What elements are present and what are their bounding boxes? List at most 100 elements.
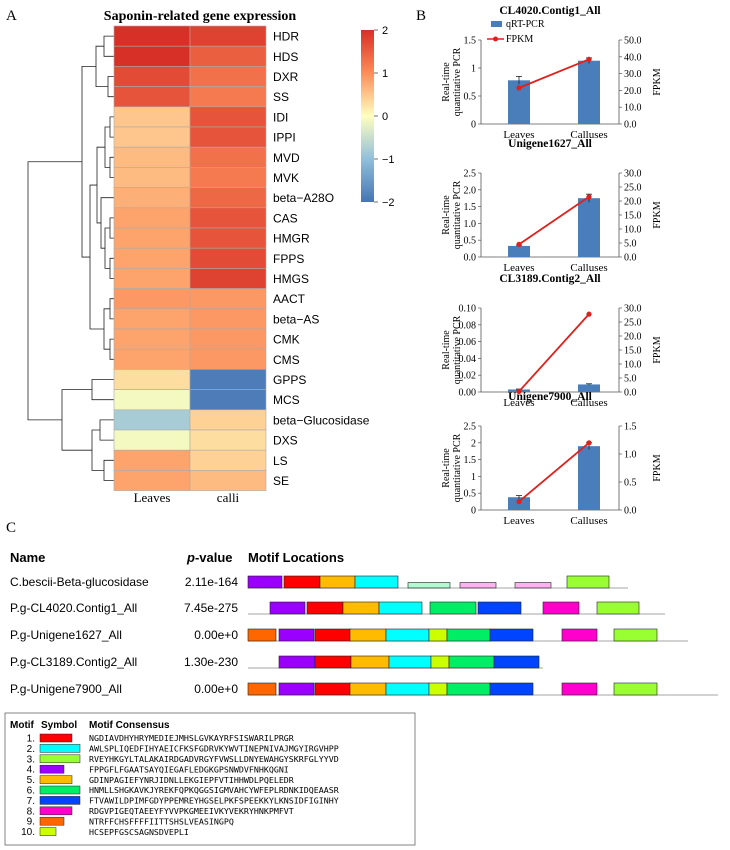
- heatmap-cell: [113, 126, 191, 148]
- motif-block: [278, 682, 315, 696]
- heatmap-cell: [189, 369, 267, 390]
- motif-block: [489, 682, 534, 696]
- dendrogram-link: [95, 45, 108, 87]
- x-category-label: Leaves: [503, 262, 534, 274]
- heatmap-cell: [189, 167, 267, 188]
- motif-block: [278, 628, 315, 642]
- motif-number: 1.: [27, 734, 35, 745]
- gene-label: MVK: [273, 171, 299, 185]
- fpkm-line: [518, 442, 590, 503]
- x-category-label: Leaves: [503, 129, 534, 141]
- gene-label: AACT: [273, 292, 306, 306]
- motif-number: 6.: [27, 786, 35, 797]
- heatmap-cell: [189, 288, 267, 310]
- motif-block: [385, 682, 430, 696]
- chart-title: Unigene1627_All: [508, 138, 592, 150]
- heatmap-cell: [113, 25, 191, 47]
- left-tick-label: 0.5: [464, 236, 477, 247]
- motif-block: [428, 682, 448, 696]
- qpcr-bar: [508, 245, 530, 257]
- sequence-pvalue: 1.30e-230: [184, 655, 238, 669]
- left-tick-label: 1.0: [464, 219, 477, 230]
- motif-block: [314, 655, 352, 669]
- left-tick-label: 0.02: [459, 371, 477, 382]
- motif-block: [385, 628, 430, 642]
- heatmap-cell: [189, 268, 267, 289]
- y-left-label-line2: quantitative PCR: [452, 433, 463, 502]
- dendrogram: [27, 35, 114, 481]
- left-tick-label: 2.0: [464, 185, 477, 196]
- heatmap-cell: [113, 66, 191, 87]
- motif-block: [306, 601, 344, 615]
- qpcr-chart: Unigene1627_All 0.0 0.5 1.0 1.5 2.0 2.5 0.0 5.0 1…: [441, 138, 663, 274]
- left-tick-label: 0.04: [459, 354, 477, 365]
- dendrogram-link: [104, 126, 110, 168]
- left-tick-label: 1.5: [464, 36, 477, 47]
- motif-symbol: [39, 775, 73, 784]
- qpcr-bar: [508, 80, 530, 124]
- dendrogram-link: [99, 419, 114, 441]
- column-label-leaves: Leaves: [134, 490, 171, 505]
- right-tick-label: 20.0: [624, 86, 642, 97]
- heatmap-cell: [189, 25, 267, 47]
- gene-label: beta−AS: [273, 312, 319, 326]
- motif-symbol: [39, 754, 81, 764]
- motif-block: [448, 655, 495, 669]
- left-tick-label: 0.06: [459, 337, 477, 348]
- heatmap-cell: [113, 187, 191, 209]
- motif-symbol: [39, 733, 73, 743]
- qpcr-chart: CL3189.Contig2_All 0.00 0.02 0.04 0.06 0.08 0.…: [441, 273, 663, 409]
- motif-row: P.g-CL3189.Contig2_All 1.30e-230: [10, 655, 543, 669]
- motif-symbol: [39, 744, 81, 753]
- right-tick-label: 25.0: [624, 318, 642, 329]
- pvalue-header-suffix: -value: [195, 550, 233, 565]
- sequence-pvalue: 2.11e-164: [185, 575, 238, 589]
- heatmap-cell: [113, 268, 191, 289]
- heatmap-cell: [189, 409, 267, 431]
- motif-consensus: HCSEPFGSCSAGNSDVEPLI: [89, 827, 189, 837]
- left-tick-label: 0.10: [459, 304, 477, 315]
- left-tick-label: 1: [471, 472, 476, 483]
- motif-block: [493, 655, 540, 669]
- motif-block: [247, 575, 283, 589]
- motif-block: [561, 628, 598, 642]
- right-tick-label: 1.5: [624, 422, 637, 433]
- right-tick-label: 0.5: [624, 478, 637, 489]
- dendrogram-link: [61, 389, 92, 451]
- chart-title: Unigene7900_All: [508, 391, 592, 403]
- pvalue-header: p-value: [186, 550, 233, 565]
- motif-block: [514, 582, 552, 589]
- motif-block: [596, 601, 640, 615]
- left-tick-label: 2: [471, 438, 476, 449]
- motif-symbol: [39, 796, 81, 805]
- right-tick-label: 0.0: [624, 253, 637, 264]
- y-left-label-line2: quantitative PCR: [452, 315, 463, 384]
- x-category-label: Calluses: [570, 515, 607, 527]
- right-tick-label: 10.0: [624, 103, 642, 114]
- right-tick-label: 0.0: [624, 388, 637, 399]
- motif-block: [446, 628, 491, 642]
- y-right-label: FPKM: [652, 454, 663, 481]
- right-tick-label: 30.0: [624, 304, 642, 315]
- motif-number: 9.: [27, 817, 35, 828]
- y-left-label-line2: quantitative PCR: [452, 47, 463, 116]
- heatmap-cell: [113, 449, 191, 471]
- left-tick-label: 0: [471, 506, 476, 517]
- motif-number: 8.: [27, 806, 35, 817]
- motif-row: P.g-Unigene1627_All 0.00e+0: [10, 628, 688, 642]
- heatmap-cell: [113, 328, 191, 350]
- motif-block: [613, 682, 658, 696]
- qpcr-bar: [578, 384, 600, 392]
- chart-title: CL3189.Contig2_All: [499, 273, 600, 285]
- fpkm-line: [518, 58, 590, 89]
- sequence-name: P.g-CL3189.Contig2_All: [10, 655, 137, 669]
- heatmap-cell: [189, 429, 267, 451]
- heatmap-cell: [113, 409, 191, 431]
- motif-block: [459, 582, 497, 589]
- legend-qpcr-label: qRT-PCR: [506, 19, 545, 30]
- motif-number: 10.: [21, 827, 35, 838]
- motif-block: [247, 682, 277, 696]
- panel-b-label: B: [416, 8, 426, 24]
- y-right-label: FPKM: [652, 201, 663, 228]
- gene-label: CMK: [273, 333, 300, 347]
